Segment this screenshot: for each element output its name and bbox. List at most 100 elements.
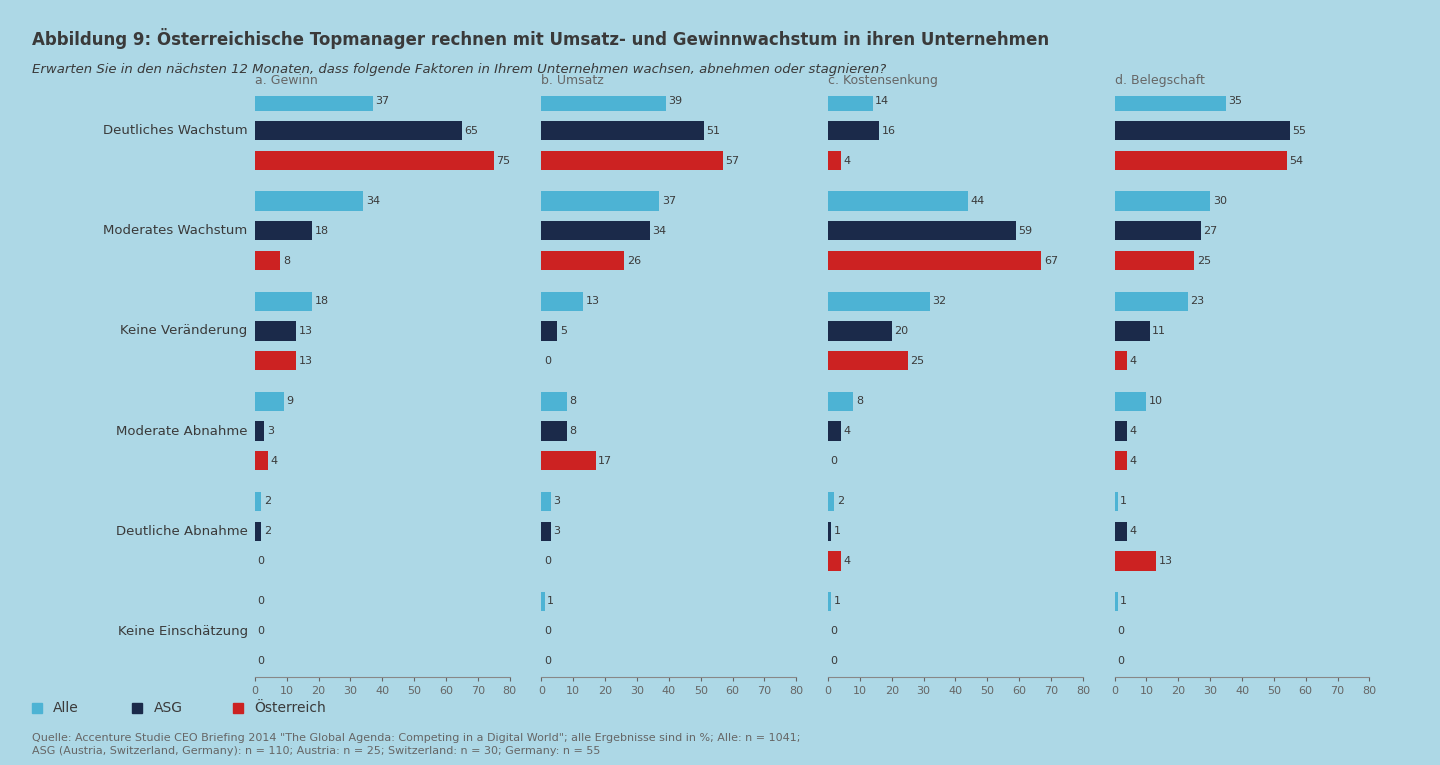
Text: Alle: Alle [53,701,79,715]
Bar [828,592,831,611]
Text: 1: 1 [1120,597,1128,607]
Text: 1: 1 [1120,496,1128,506]
Text: 4: 4 [844,155,851,165]
Text: 67: 67 [1044,256,1058,265]
Text: 4: 4 [271,456,278,466]
Bar [255,251,281,270]
Bar [1115,522,1128,541]
Text: 3: 3 [553,496,560,506]
Text: 3: 3 [553,526,560,536]
Bar [1115,552,1156,571]
Text: 59: 59 [1018,226,1032,236]
Text: 75: 75 [497,155,511,165]
Bar [541,422,567,441]
Bar [255,451,268,470]
Bar [255,91,373,110]
Bar [255,291,312,311]
Text: 13: 13 [586,296,599,306]
Text: 17: 17 [598,456,612,466]
Bar [828,552,841,571]
Bar [828,321,891,340]
Text: Erwarten Sie in den nächsten 12 Monaten, dass folgende Faktoren in Ihrem Unterne: Erwarten Sie in den nächsten 12 Monaten,… [32,63,886,76]
Bar [828,492,834,511]
Text: 8: 8 [569,426,576,436]
Text: 4: 4 [844,426,851,436]
Text: 9: 9 [287,396,294,406]
Bar [828,291,930,311]
Text: 23: 23 [1191,296,1204,306]
Text: 4: 4 [1130,356,1138,366]
Text: 8: 8 [569,396,576,406]
Text: 4: 4 [1130,456,1138,466]
Text: 0: 0 [258,656,265,666]
Text: d. Belegschaft: d. Belegschaft [1115,74,1204,87]
Text: 57: 57 [726,155,740,165]
Text: Keine Veränderung: Keine Veränderung [121,324,248,337]
Bar [828,522,831,541]
Bar [828,422,841,441]
Text: 51: 51 [707,125,720,135]
Text: c. Kostensenkung: c. Kostensenkung [828,74,937,87]
Text: 8: 8 [855,396,863,406]
Text: 0: 0 [831,656,838,666]
Text: 0: 0 [544,627,552,636]
Bar [828,91,873,110]
Text: 25: 25 [910,356,924,366]
Text: 34: 34 [652,226,667,236]
Bar [1115,191,1210,210]
Text: ASG: ASG [154,701,183,715]
Bar [255,191,363,210]
Bar [1115,221,1201,240]
Text: 1: 1 [834,526,841,536]
Text: 37: 37 [376,96,389,106]
Text: 0: 0 [258,597,265,607]
Text: 18: 18 [315,226,328,236]
Text: 39: 39 [668,96,683,106]
Text: 0: 0 [544,356,552,366]
Bar [541,251,625,270]
Text: Österreich: Österreich [255,701,327,715]
Text: 0: 0 [831,456,838,466]
Bar [828,191,968,210]
Text: 1: 1 [547,597,554,607]
Text: 10: 10 [1149,396,1164,406]
Text: 32: 32 [933,296,946,306]
Bar [255,121,462,140]
Bar [541,592,544,611]
Text: 54: 54 [1289,155,1303,165]
Text: 11: 11 [1152,326,1166,336]
Text: 0: 0 [1117,627,1125,636]
Text: 13: 13 [300,356,312,366]
Text: 20: 20 [894,326,909,336]
Text: 5: 5 [560,326,567,336]
Text: 44: 44 [971,196,985,206]
Bar [828,121,878,140]
Bar [1115,121,1290,140]
Text: 18: 18 [315,296,328,306]
Text: 2: 2 [264,526,271,536]
Text: Deutliche Abnahme: Deutliche Abnahme [115,525,248,538]
Bar [541,121,704,140]
Bar [541,151,723,170]
Text: Moderates Wachstum: Moderates Wachstum [104,224,248,237]
Text: 55: 55 [1292,125,1306,135]
Text: 65: 65 [465,125,478,135]
Text: 0: 0 [544,656,552,666]
Bar [1115,592,1117,611]
Text: 0: 0 [258,627,265,636]
Bar [1115,151,1286,170]
Text: 0: 0 [544,556,552,566]
Text: Quelle: Accenture Studie CEO Briefing 2014 "The Global Agenda: Competing in a Di: Quelle: Accenture Studie CEO Briefing 20… [32,733,801,756]
Bar [255,522,261,541]
Text: 27: 27 [1204,226,1217,236]
Text: 4: 4 [844,556,851,566]
Bar [541,221,649,240]
Bar [828,221,1017,240]
Text: 2: 2 [264,496,271,506]
Text: Deutliches Wachstum: Deutliches Wachstum [104,124,248,137]
Bar [541,291,583,311]
Bar [1115,451,1128,470]
Bar [255,392,284,411]
Bar [541,321,557,340]
Text: 13: 13 [1159,556,1172,566]
